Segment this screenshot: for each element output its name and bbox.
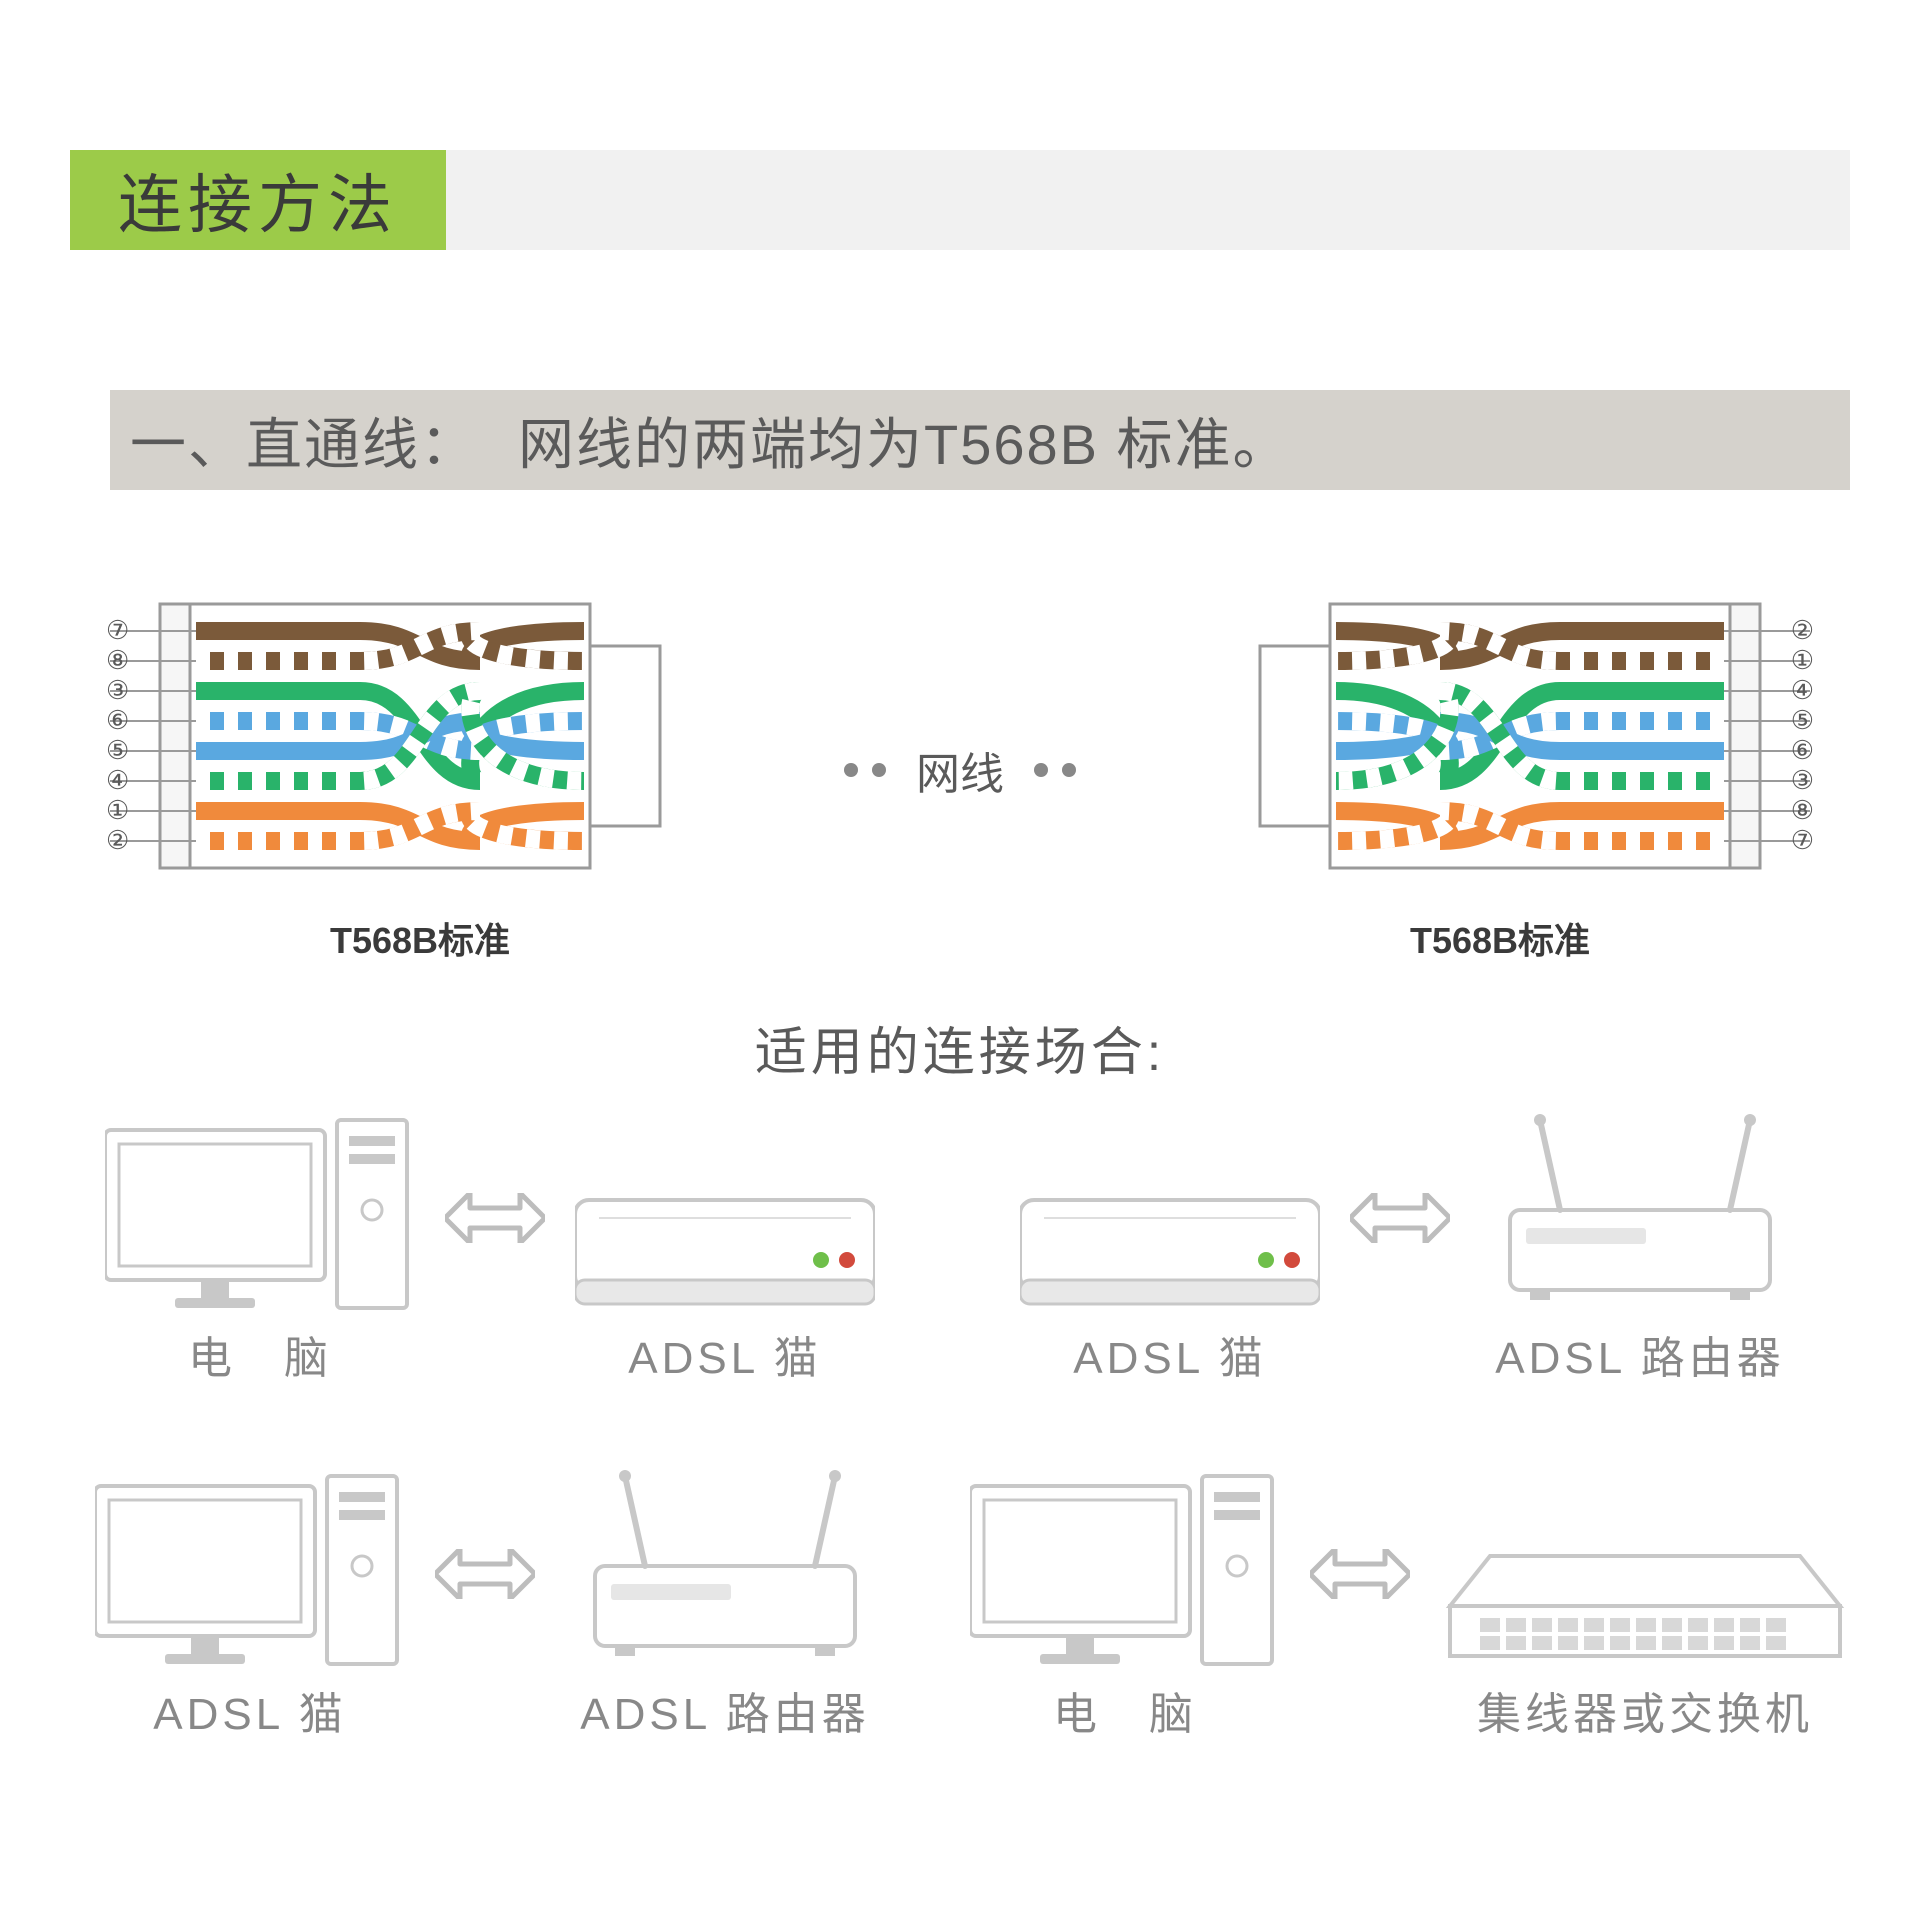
device-computer: ADSL 猫 [95, 1466, 405, 1742]
scenario: ADSL 猫 ADSL 路由器 [70, 1466, 910, 1742]
device-modem: ADSL 猫 [1020, 1130, 1320, 1386]
right-connector-label: T568B标准 [1410, 912, 1590, 964]
bidir-arrow-icon [1310, 1549, 1410, 1599]
left-connector-label: T568B标准 [330, 912, 510, 964]
device-label: ADSL 猫 [1073, 1322, 1267, 1386]
scenario: 电 脑 集线器或交换机 [970, 1466, 1850, 1742]
device-modem: ADSL 猫 [575, 1130, 875, 1386]
scenarios-title: 适用的连接场合: [0, 1010, 1920, 1085]
svg-text:⑥: ⑥ [1791, 735, 1814, 765]
svg-text:⑤: ⑤ [1791, 705, 1814, 735]
svg-text:⑦: ⑦ [106, 615, 129, 645]
svg-text:④: ④ [1791, 675, 1814, 705]
header-gray-bar [446, 150, 1850, 250]
svg-text:⑧: ⑧ [106, 645, 129, 675]
svg-text:③: ③ [1791, 765, 1814, 795]
dots-left [844, 763, 886, 777]
svg-text:②: ② [106, 825, 129, 855]
device-computer: 电 脑 [105, 1110, 415, 1386]
device-router: ADSL 路由器 [565, 1466, 885, 1742]
scenarios-grid: 电 脑ADSL 猫ADSL 猫ADSL 路由器ADSL 猫ADSL 路由器电 脑… [70, 1110, 1850, 1742]
right-connector-block: ②①④⑤⑥③⑧⑦ T568B标准 [1180, 576, 1820, 964]
device-router: ADSL 路由器 [1480, 1110, 1800, 1386]
router-icon [565, 1466, 885, 1666]
svg-text:⑥: ⑥ [106, 705, 129, 735]
header-row: 连接方法 [70, 150, 1850, 250]
device-computer: 电 脑 [970, 1466, 1280, 1742]
cable-middle-text: 网线 [916, 738, 1004, 802]
computer-icon [95, 1466, 405, 1666]
svg-text:⑧: ⑧ [1791, 795, 1814, 825]
rj45-connector-right: ②①④⑤⑥③⑧⑦ [1180, 576, 1820, 896]
bidir-arrow-icon [1350, 1193, 1450, 1243]
scenario: 电 脑 ADSL 猫 [70, 1110, 910, 1386]
modem-icon [1020, 1130, 1320, 1310]
dots-right [1034, 763, 1076, 777]
subheader-text-1: 一、直通线： [130, 400, 478, 481]
scenario: ADSL 猫 ADSL 路由器 [970, 1110, 1850, 1386]
computer-icon [105, 1110, 415, 1310]
modem-icon [575, 1130, 875, 1310]
cable-diagram: ⑦⑧③⑥⑤④①② T568B标准 网线 ②①④⑤⑥③⑧⑦ T568B标准 [100, 560, 1820, 980]
svg-text:⑤: ⑤ [106, 735, 129, 765]
bidir-arrow-icon [435, 1549, 535, 1599]
device-label: ADSL 猫 [628, 1322, 822, 1386]
device-label: 电 脑 [188, 1322, 332, 1386]
svg-text:①: ① [106, 795, 129, 825]
svg-text:⑦: ⑦ [1791, 825, 1814, 855]
svg-text:③: ③ [106, 675, 129, 705]
device-switch: 集线器或交换机 [1440, 1486, 1850, 1742]
router-icon [1480, 1110, 1800, 1310]
svg-text:②: ② [1791, 615, 1814, 645]
computer-icon [970, 1466, 1280, 1666]
svg-text:①: ① [1791, 645, 1814, 675]
device-label: ADSL 猫 [153, 1678, 347, 1742]
rj45-connector-left: ⑦⑧③⑥⑤④①② [100, 576, 740, 896]
bidir-arrow-icon [445, 1193, 545, 1243]
device-label: ADSL 路由器 [580, 1678, 870, 1742]
device-label: 集线器或交换机 [1477, 1678, 1813, 1742]
section-title-tab: 连接方法 [70, 150, 446, 250]
switch-icon [1440, 1486, 1850, 1666]
device-label: 电 脑 [1053, 1678, 1197, 1742]
cable-middle: 网线 [844, 738, 1076, 802]
device-label: ADSL 路由器 [1495, 1322, 1785, 1386]
left-connector-block: ⑦⑧③⑥⑤④①② T568B标准 [100, 576, 740, 964]
subheader-text-2: 网线的两端均为T568B 标准。 [518, 400, 1291, 481]
subheader-bar: 一、直通线： 网线的两端均为T568B 标准。 [110, 390, 1850, 490]
svg-text:④: ④ [106, 765, 129, 795]
